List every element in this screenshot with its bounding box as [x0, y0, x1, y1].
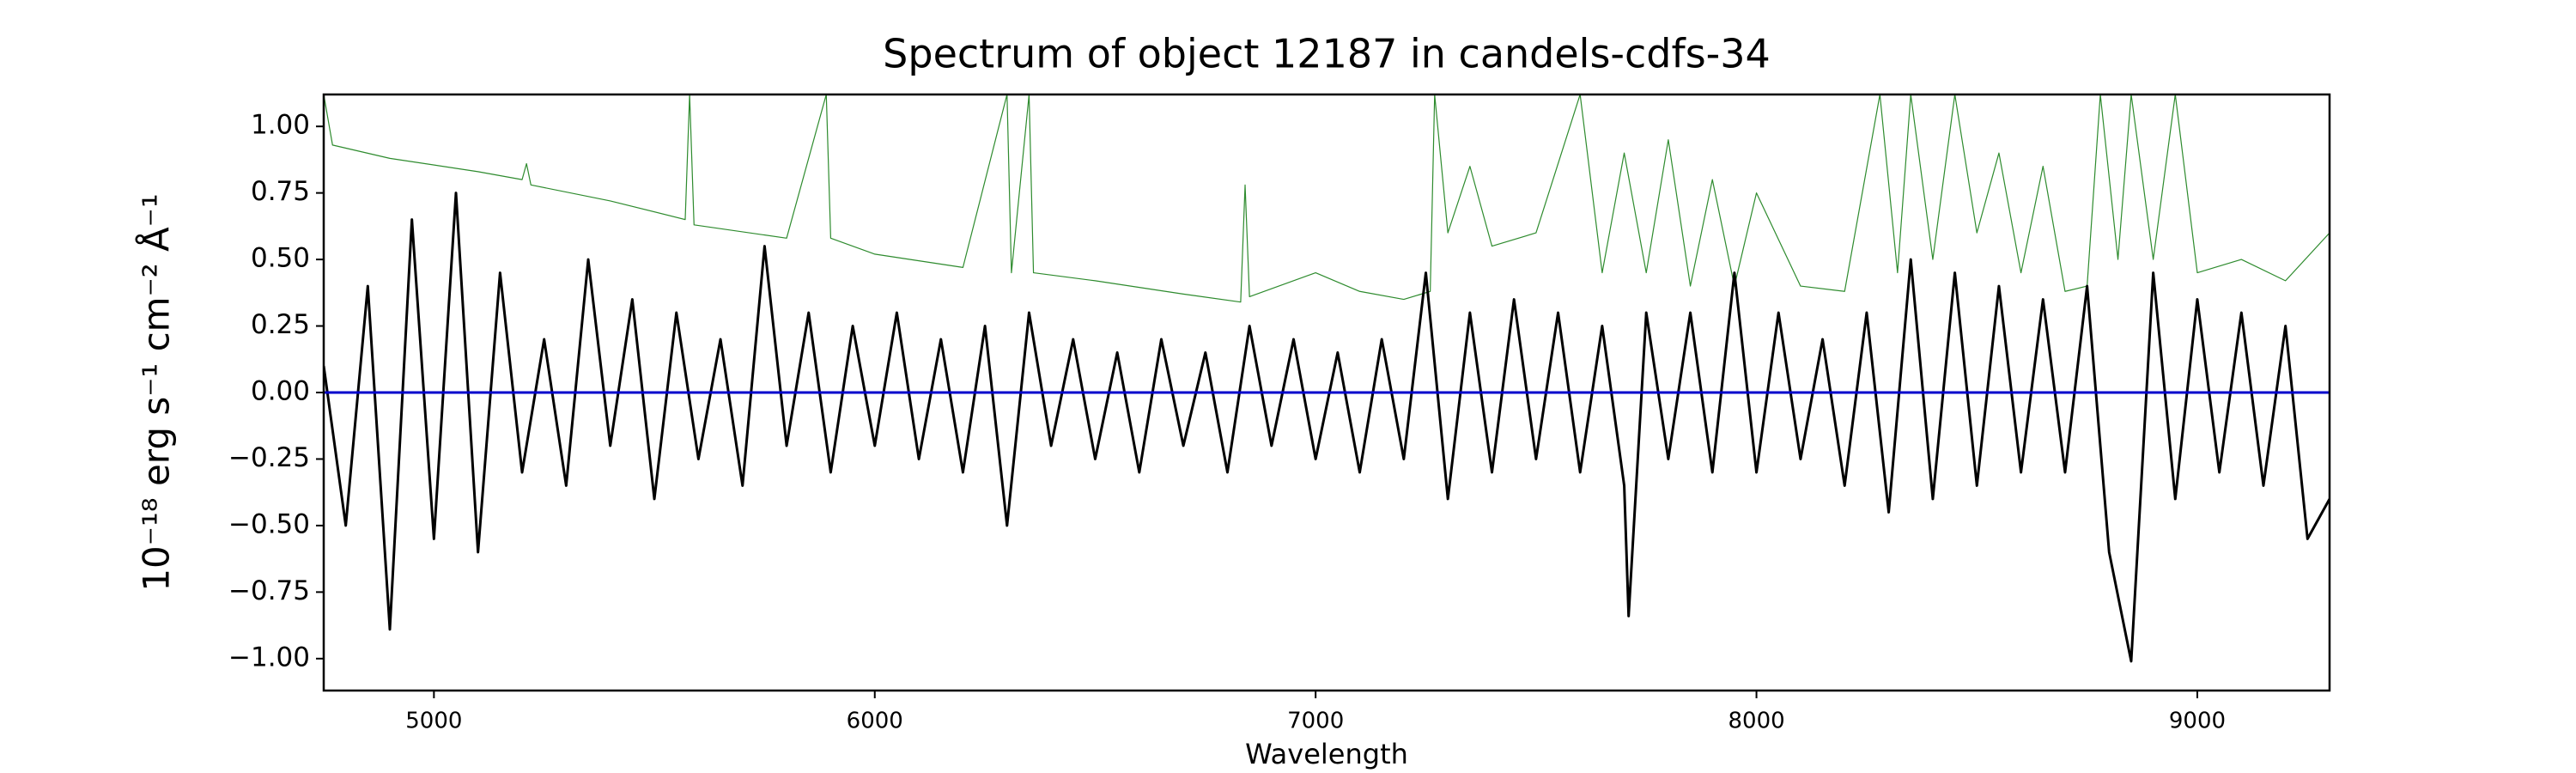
plot-area: [324, 94, 2330, 663]
spectrum-line: [324, 192, 2330, 663]
chart-title: Spectrum of object 12187 in candels-cdfs…: [883, 31, 1771, 77]
y-tick-label: 0.25: [251, 309, 310, 340]
y-tick-label: −0.25: [228, 442, 310, 473]
x-tick-label: 6000: [847, 709, 903, 734]
y-tick-label: −0.75: [228, 575, 310, 606]
y-tick-label: −1.00: [228, 642, 310, 673]
y-tick-label: 0.00: [251, 376, 310, 407]
y-axis-label: 10⁻¹⁸ erg s⁻¹ cm⁻² Å⁻¹: [135, 193, 178, 591]
x-tick-label: 8000: [1728, 709, 1784, 734]
y-tick-label: 0.50: [251, 243, 310, 274]
y-tick-label: 0.75: [251, 176, 310, 207]
y-tick-label: 1.00: [251, 110, 310, 141]
y-tick-label: −0.50: [228, 508, 310, 539]
x-tick-label: 7000: [1287, 709, 1344, 734]
x-axis-label: Wavelength: [1245, 738, 1408, 770]
x-tick-label: 5000: [405, 709, 462, 734]
x-tick-label: 9000: [2169, 709, 2226, 734]
spectrum-line: [324, 94, 2330, 303]
